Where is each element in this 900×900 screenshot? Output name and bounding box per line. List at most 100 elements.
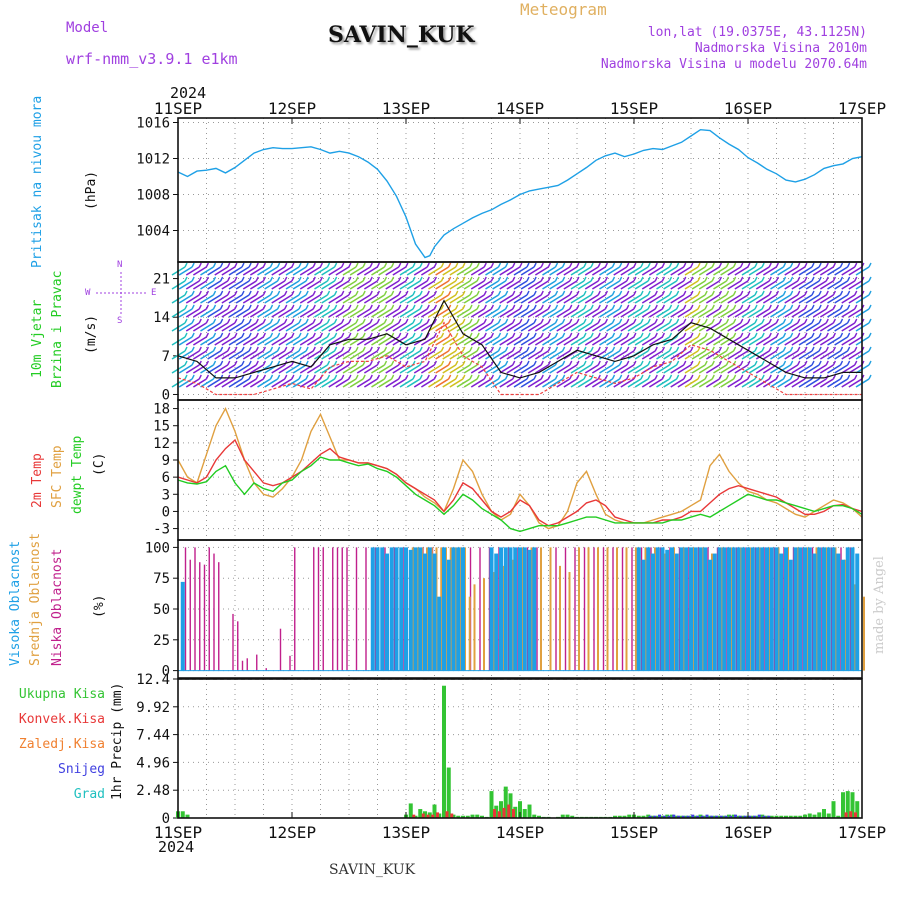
wind-barb-flag bbox=[704, 290, 708, 296]
wind-barb-flag bbox=[569, 304, 573, 310]
wind-barb-flag bbox=[469, 346, 473, 352]
wind-barb bbox=[534, 280, 549, 290]
wind-barb-flag bbox=[191, 374, 195, 380]
wind-barb bbox=[463, 378, 478, 388]
wind-barb bbox=[755, 350, 770, 360]
precip-bar bbox=[456, 815, 461, 818]
cloud-bar bbox=[587, 547, 590, 671]
wind-barb bbox=[677, 364, 692, 374]
wind-barb-flag bbox=[711, 304, 715, 310]
wind-barb bbox=[791, 308, 806, 318]
wind-barb bbox=[399, 350, 414, 360]
wind-barb bbox=[342, 364, 357, 374]
wind-barb bbox=[520, 322, 535, 332]
wind-barb bbox=[613, 308, 628, 318]
wind-barb-flag bbox=[276, 304, 281, 310]
cloud-bar bbox=[232, 613, 234, 671]
wind-barb-flag bbox=[761, 262, 765, 268]
cloud-bar bbox=[208, 547, 210, 671]
cloud-bar bbox=[399, 547, 404, 671]
wind-barb bbox=[428, 266, 442, 276]
y-tick-label: 100 bbox=[145, 540, 170, 556]
wind-barb bbox=[399, 294, 414, 304]
wind-barb-flag bbox=[497, 304, 502, 310]
wind-barb bbox=[542, 322, 556, 332]
cloud-bar bbox=[850, 547, 855, 671]
temp-line-0 bbox=[177, 438, 863, 527]
wind-barb bbox=[306, 364, 321, 374]
wind-barb-flag bbox=[227, 346, 231, 352]
wind-barb bbox=[620, 322, 635, 332]
wind-barb-flag bbox=[490, 346, 495, 352]
wind-barb bbox=[299, 280, 314, 290]
wind-barb bbox=[691, 350, 706, 360]
wind-barb bbox=[477, 350, 492, 360]
cloud-bar bbox=[549, 547, 552, 671]
wind-barb-flag bbox=[462, 332, 466, 338]
wind-barb-flag bbox=[469, 332, 473, 338]
wind-barb bbox=[485, 308, 499, 318]
wind-barb bbox=[463, 336, 478, 346]
wind-barb-flag bbox=[725, 304, 730, 310]
precip-bar bbox=[696, 815, 699, 818]
precip-bar bbox=[470, 814, 475, 818]
wind-barb bbox=[698, 350, 713, 360]
wind-barb-flag bbox=[526, 290, 530, 296]
precip-bar bbox=[499, 801, 503, 818]
precip-bar bbox=[717, 815, 722, 818]
wind-barb bbox=[791, 266, 806, 276]
wind-barb-flag bbox=[490, 332, 495, 338]
wind-barb-flag bbox=[255, 332, 259, 338]
temp-label-3: dewpt Temp bbox=[70, 435, 85, 514]
wind-barb bbox=[755, 308, 770, 318]
cloud-label-2: Srednja Oblacnost bbox=[28, 532, 43, 666]
wind-barb bbox=[278, 266, 293, 276]
wind-barb bbox=[420, 336, 435, 346]
wind-barb bbox=[841, 336, 856, 346]
wind-barb-flag bbox=[526, 262, 530, 268]
wind-barb bbox=[442, 322, 457, 332]
wind-barb-flag bbox=[526, 360, 530, 366]
wind-barb bbox=[392, 364, 407, 374]
wind-barb-flag bbox=[269, 290, 274, 296]
wind-barb bbox=[207, 350, 222, 360]
compass-s: S bbox=[117, 316, 123, 326]
wind-barb bbox=[663, 336, 678, 346]
wind-barb bbox=[713, 336, 727, 346]
wind-barb bbox=[342, 378, 357, 388]
wind-barb bbox=[812, 336, 827, 346]
wind-barb bbox=[542, 350, 556, 360]
wind-barb-flag bbox=[369, 318, 373, 324]
wind-barb-flag bbox=[832, 304, 837, 310]
wind-barb-flag bbox=[519, 318, 523, 324]
wind-barb bbox=[285, 294, 300, 304]
wind-barb bbox=[299, 322, 314, 332]
wind-barb bbox=[627, 266, 642, 276]
wind-barb bbox=[356, 350, 371, 360]
wind-barb bbox=[520, 308, 535, 318]
wind-barb-flag bbox=[241, 290, 245, 296]
wind-barb-flag bbox=[633, 290, 637, 296]
cloud-bar bbox=[385, 553, 389, 671]
wind-barb bbox=[720, 364, 735, 374]
cloud-unit-label: (%) bbox=[92, 594, 107, 618]
wind-barb-flag bbox=[341, 262, 345, 268]
wind-barb-flag bbox=[839, 332, 844, 338]
wind-barb-flag bbox=[661, 304, 666, 310]
wind-barb bbox=[221, 378, 236, 388]
wind-barb-flag bbox=[576, 374, 580, 380]
wind-barb bbox=[463, 294, 478, 304]
cloud-bar bbox=[456, 547, 461, 671]
wind-barb-flag bbox=[405, 374, 409, 380]
wind-barb bbox=[356, 280, 371, 290]
wind-barb-flag bbox=[611, 304, 616, 310]
wind-barb bbox=[285, 322, 300, 332]
wind-barb bbox=[470, 378, 485, 388]
wind-barb-flag bbox=[797, 318, 801, 324]
wind-barb-flag bbox=[854, 276, 858, 282]
wind-barb-flag bbox=[276, 262, 281, 268]
panel-frame-3 bbox=[177, 539, 863, 679]
wind-barb bbox=[527, 280, 542, 290]
wind-barb bbox=[378, 364, 393, 374]
wind-barb-flag bbox=[775, 374, 780, 380]
